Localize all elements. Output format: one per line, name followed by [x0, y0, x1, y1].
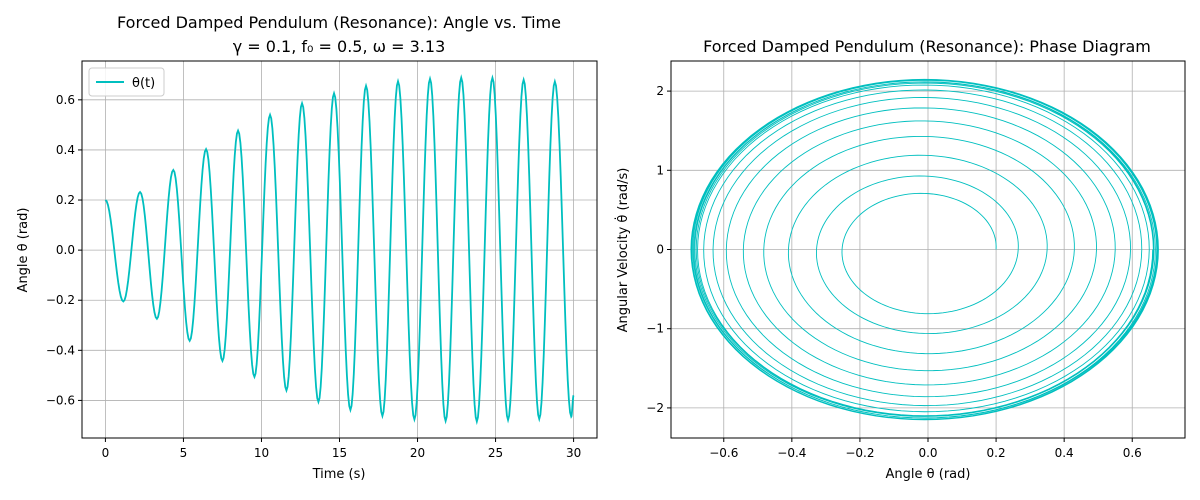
phase-plot-x-tick-label: 0.0 — [918, 446, 937, 460]
phase-plot-y-tick-label: 2 — [656, 84, 664, 98]
phase-plot-x-tick-label: −0.2 — [845, 446, 874, 460]
phase-plot-x-tick-label: 0.4 — [1055, 446, 1074, 460]
time-plot-y-axis-label: Angle θ (rad) — [16, 208, 31, 293]
phase-plot-grid — [671, 61, 1185, 438]
phase-plot-y-axis-label: Angular Velocity θ̇ (rad/s) — [615, 168, 631, 333]
phase-plot-x-tick-label: −0.6 — [709, 446, 738, 460]
phase-plot-x-ticks: −0.6 −0.4 −0.2 0.0 0.2 0.4 0.6 — [709, 438, 1142, 460]
phase-plot-x-tick-label: 0.6 — [1123, 446, 1142, 460]
phase-plot-y-ticks: −2 −1 0 1 2 — [646, 84, 671, 415]
time-plot-x-tick-label: 5 — [180, 446, 188, 460]
time-plot-y-tick-label: 0.2 — [56, 193, 75, 207]
phase-plot-y-tick-label: 0 — [656, 243, 664, 257]
phase-plot-y-tick-label: −1 — [646, 322, 664, 336]
time-plot-subtitle: γ = 0.1, f₀ = 0.5, ω = 3.13 — [233, 37, 446, 56]
time-plot-y-tick-label: 0.6 — [56, 93, 75, 107]
time-plot-x-tick-label: 25 — [488, 446, 503, 460]
time-plot-x-tick-label: 10 — [254, 446, 269, 460]
phase-plot-y-tick-label: 1 — [656, 163, 664, 177]
phase-trajectory-line — [690, 78, 1159, 421]
phase-plot-title: Forced Damped Pendulum (Resonance): Phas… — [703, 37, 1151, 56]
time-plot-x-tick-label: 20 — [410, 446, 425, 460]
phase-diagram-panel: Forced Damped Pendulum (Resonance): Phas… — [615, 37, 1186, 482]
theta-series-line — [104, 74, 575, 426]
time-series-panel: Forced Damped Pendulum (Resonance): Angl… — [16, 13, 598, 482]
time-plot-y-tick-label: −0.2 — [46, 293, 75, 307]
time-plot-series — [104, 74, 575, 426]
phase-plot-x-axis-label: Angle θ (rad) — [886, 467, 971, 482]
phase-plot-x-tick-label: 0.2 — [987, 446, 1006, 460]
time-plot-title: Forced Damped Pendulum (Resonance): Angl… — [117, 13, 561, 32]
time-plot-y-ticks: −0.6 −0.4 −0.2 0.0 0.2 0.4 0.6 — [46, 93, 82, 407]
time-plot-x-tick-label: 0 — [102, 446, 110, 460]
time-plot-x-ticks: 0 5 10 15 20 25 30 — [102, 438, 581, 460]
time-plot-y-tick-label: 0.4 — [56, 143, 75, 157]
phase-plot-y-tick-label: −2 — [646, 401, 664, 415]
time-plot-x-axis-label: Time (s) — [312, 467, 366, 482]
time-plot-y-tick-label: −0.4 — [46, 343, 75, 357]
time-plot-y-tick-label: −0.6 — [46, 393, 75, 407]
phase-plot-series — [690, 78, 1159, 421]
time-plot-x-tick-label: 30 — [566, 446, 581, 460]
time-plot-y-tick-label: 0.0 — [56, 243, 75, 257]
legend-entry-theta: θ(t) — [132, 76, 155, 91]
legend-box — [88, 67, 165, 97]
time-plot-x-tick-label: 15 — [332, 446, 347, 460]
phase-plot-x-tick-label: −0.4 — [777, 446, 806, 460]
time-plot-legend: θ(t) — [88, 67, 165, 97]
